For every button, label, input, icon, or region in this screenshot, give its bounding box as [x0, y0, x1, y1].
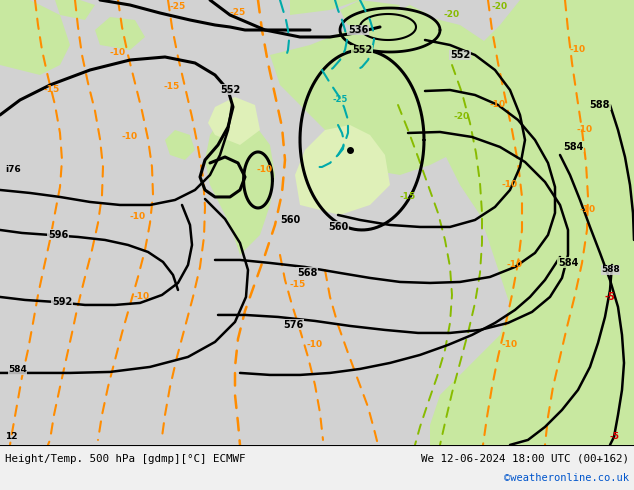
Text: -10: -10: [122, 132, 138, 142]
Polygon shape: [95, 17, 145, 50]
Text: -10: -10: [507, 261, 523, 270]
Text: We 12-06-2024 18:00 UTC (00+162): We 12-06-2024 18:00 UTC (00+162): [421, 454, 629, 464]
Text: i76: i76: [5, 166, 21, 174]
Text: -15: -15: [400, 193, 416, 201]
Text: -10: -10: [580, 205, 596, 215]
Text: -10: -10: [134, 293, 150, 301]
Text: 560: 560: [280, 215, 300, 225]
Polygon shape: [270, 15, 500, 175]
Polygon shape: [208, 97, 260, 145]
Polygon shape: [0, 0, 70, 75]
Text: 588: 588: [601, 266, 620, 274]
Polygon shape: [380, 5, 440, 65]
Text: -5: -5: [609, 432, 619, 441]
Text: 584: 584: [563, 142, 583, 152]
Polygon shape: [295, 125, 390, 215]
Text: 596: 596: [48, 230, 68, 240]
Text: -10: -10: [502, 341, 518, 349]
Text: 568: 568: [297, 268, 317, 278]
Polygon shape: [560, 0, 620, 30]
Text: -25: -25: [170, 2, 186, 11]
Text: 584: 584: [558, 258, 578, 268]
Text: -20: -20: [454, 113, 470, 122]
Text: -10: -10: [502, 180, 518, 190]
Text: -10: -10: [570, 46, 586, 54]
Polygon shape: [165, 130, 195, 160]
Polygon shape: [0, 0, 634, 445]
Text: -25: -25: [332, 96, 347, 104]
Polygon shape: [340, 0, 400, 30]
Text: -10: -10: [130, 213, 146, 221]
Text: 552: 552: [220, 85, 240, 95]
Text: -15: -15: [44, 85, 60, 95]
Text: Height/Temp. 500 hPa [gdmp][°C] ECMWF: Height/Temp. 500 hPa [gdmp][°C] ECMWF: [5, 454, 245, 464]
Polygon shape: [290, 0, 360, 15]
Text: -15: -15: [290, 280, 306, 290]
Text: 552: 552: [450, 50, 470, 60]
Polygon shape: [205, 115, 275, 255]
Text: -15: -15: [164, 82, 180, 92]
Text: -10: -10: [490, 100, 506, 109]
Polygon shape: [55, 0, 95, 20]
Text: 560: 560: [328, 222, 348, 232]
Text: 592: 592: [52, 297, 72, 307]
Text: -5: -5: [605, 292, 616, 302]
Text: 536: 536: [348, 25, 368, 35]
Text: -25: -25: [230, 8, 246, 18]
Text: ©weatheronline.co.uk: ©weatheronline.co.uk: [504, 473, 629, 483]
Text: -10: -10: [110, 49, 126, 57]
Text: -10: -10: [577, 125, 593, 134]
Text: 576: 576: [283, 320, 303, 330]
Text: 552: 552: [352, 45, 372, 55]
Text: 12: 12: [5, 432, 18, 441]
Text: -20: -20: [444, 10, 460, 20]
Text: -10: -10: [257, 166, 273, 174]
Text: -10: -10: [307, 341, 323, 349]
Polygon shape: [430, 0, 634, 445]
Text: 584: 584: [8, 366, 27, 374]
Text: -20: -20: [492, 2, 508, 11]
Text: 588: 588: [590, 100, 611, 110]
Polygon shape: [560, 25, 615, 65]
